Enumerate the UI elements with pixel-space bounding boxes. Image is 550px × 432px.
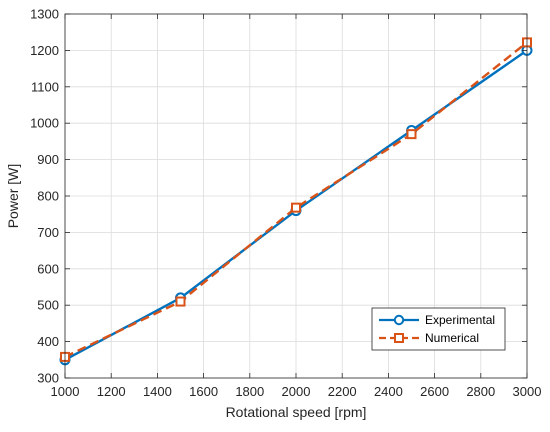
y-tick-label: 800 xyxy=(37,189,59,204)
data-point-numerical xyxy=(175,296,186,307)
legend: Experimental Numerical xyxy=(371,307,506,351)
y-tick-label: 700 xyxy=(37,225,59,240)
data-point-numerical xyxy=(291,202,301,213)
y-tick-label: 1300 xyxy=(30,7,59,22)
series-line-numerical xyxy=(64,41,528,358)
x-tick-label: 2000 xyxy=(282,384,311,399)
x-tick-label: 1200 xyxy=(97,384,126,399)
y-tick-label: 1100 xyxy=(31,79,59,94)
x-tick-label: 2400 xyxy=(374,384,403,399)
x-axis-ticks: 1000 1200 1400 1600 1800 2000 2200 2400 2600 2800… xyxy=(51,14,542,399)
x-tick-label: 1000 xyxy=(51,384,80,399)
y-tick-label: 500 xyxy=(37,298,59,313)
x-tick-label: 1600 xyxy=(189,384,218,399)
x-tick-label: 1800 xyxy=(235,384,264,399)
y-axis-ticks: 300 400 500 600 700 800 900 1000 1100 1200 1300 xyxy=(30,7,527,386)
legend-label-experimental: Experimental xyxy=(425,313,495,327)
x-tick-label: 2200 xyxy=(328,384,357,399)
y-tick-label: 600 xyxy=(37,261,59,276)
y-tick-label: 900 xyxy=(37,152,59,167)
x-tick-label: 2600 xyxy=(420,384,449,399)
legend-marker-numerical xyxy=(394,333,404,343)
series-layer xyxy=(59,37,533,366)
y-tick-label: 1000 xyxy=(30,116,59,131)
data-point-numerical xyxy=(406,129,417,140)
y-axis-label: Power [W] xyxy=(5,164,21,229)
x-tick-label: 2800 xyxy=(466,384,495,399)
y-tick-label: 400 xyxy=(37,334,59,349)
x-tick-label: 3000 xyxy=(513,384,542,399)
x-tick-label: 1400 xyxy=(143,384,172,399)
legend-label-numerical: Numerical xyxy=(425,331,479,345)
x-axis-label: Rotational speed [rpm] xyxy=(226,404,367,420)
y-tick-label: 300 xyxy=(37,371,59,386)
legend-marker-experimental xyxy=(393,314,405,326)
y-tick-label: 1200 xyxy=(30,43,59,58)
